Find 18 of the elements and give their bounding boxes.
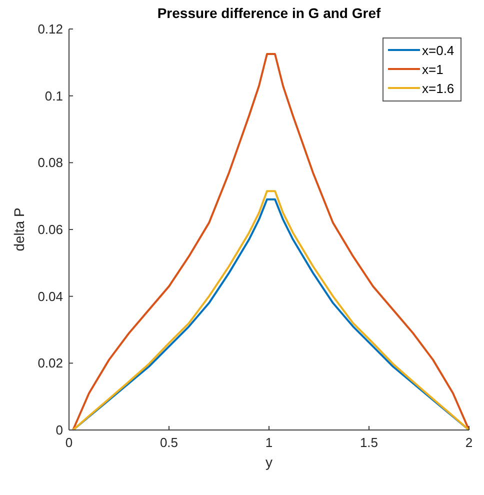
x-tick-label: 1.5 [360, 435, 378, 450]
y-tick-label: 0.12 [38, 22, 63, 36]
y-tick-label: 0.02 [38, 356, 63, 371]
legend-label: x=0.4 [422, 43, 454, 58]
x-tick-label: 2 [465, 435, 473, 450]
x-axis-title: y [266, 454, 272, 470]
y-axis-title: delta P [11, 208, 27, 252]
y-tick-label: 0.06 [38, 222, 63, 237]
legend-label: x=1 [422, 62, 444, 77]
x-tick-label: 0 [65, 435, 73, 450]
x-tick-label: 0.5 [160, 435, 178, 450]
y-tick-label: 0.08 [38, 155, 63, 170]
y-tick-label: 0.04 [38, 288, 63, 304]
legend-label: x=1.6 [422, 81, 454, 96]
y-tick-label: 0.1 [44, 88, 63, 104]
y-tick-label: 0 [56, 422, 63, 438]
x-tick-label: 1 [265, 435, 273, 450]
chart-title: Pressure difference in G and Gref [157, 5, 381, 21]
